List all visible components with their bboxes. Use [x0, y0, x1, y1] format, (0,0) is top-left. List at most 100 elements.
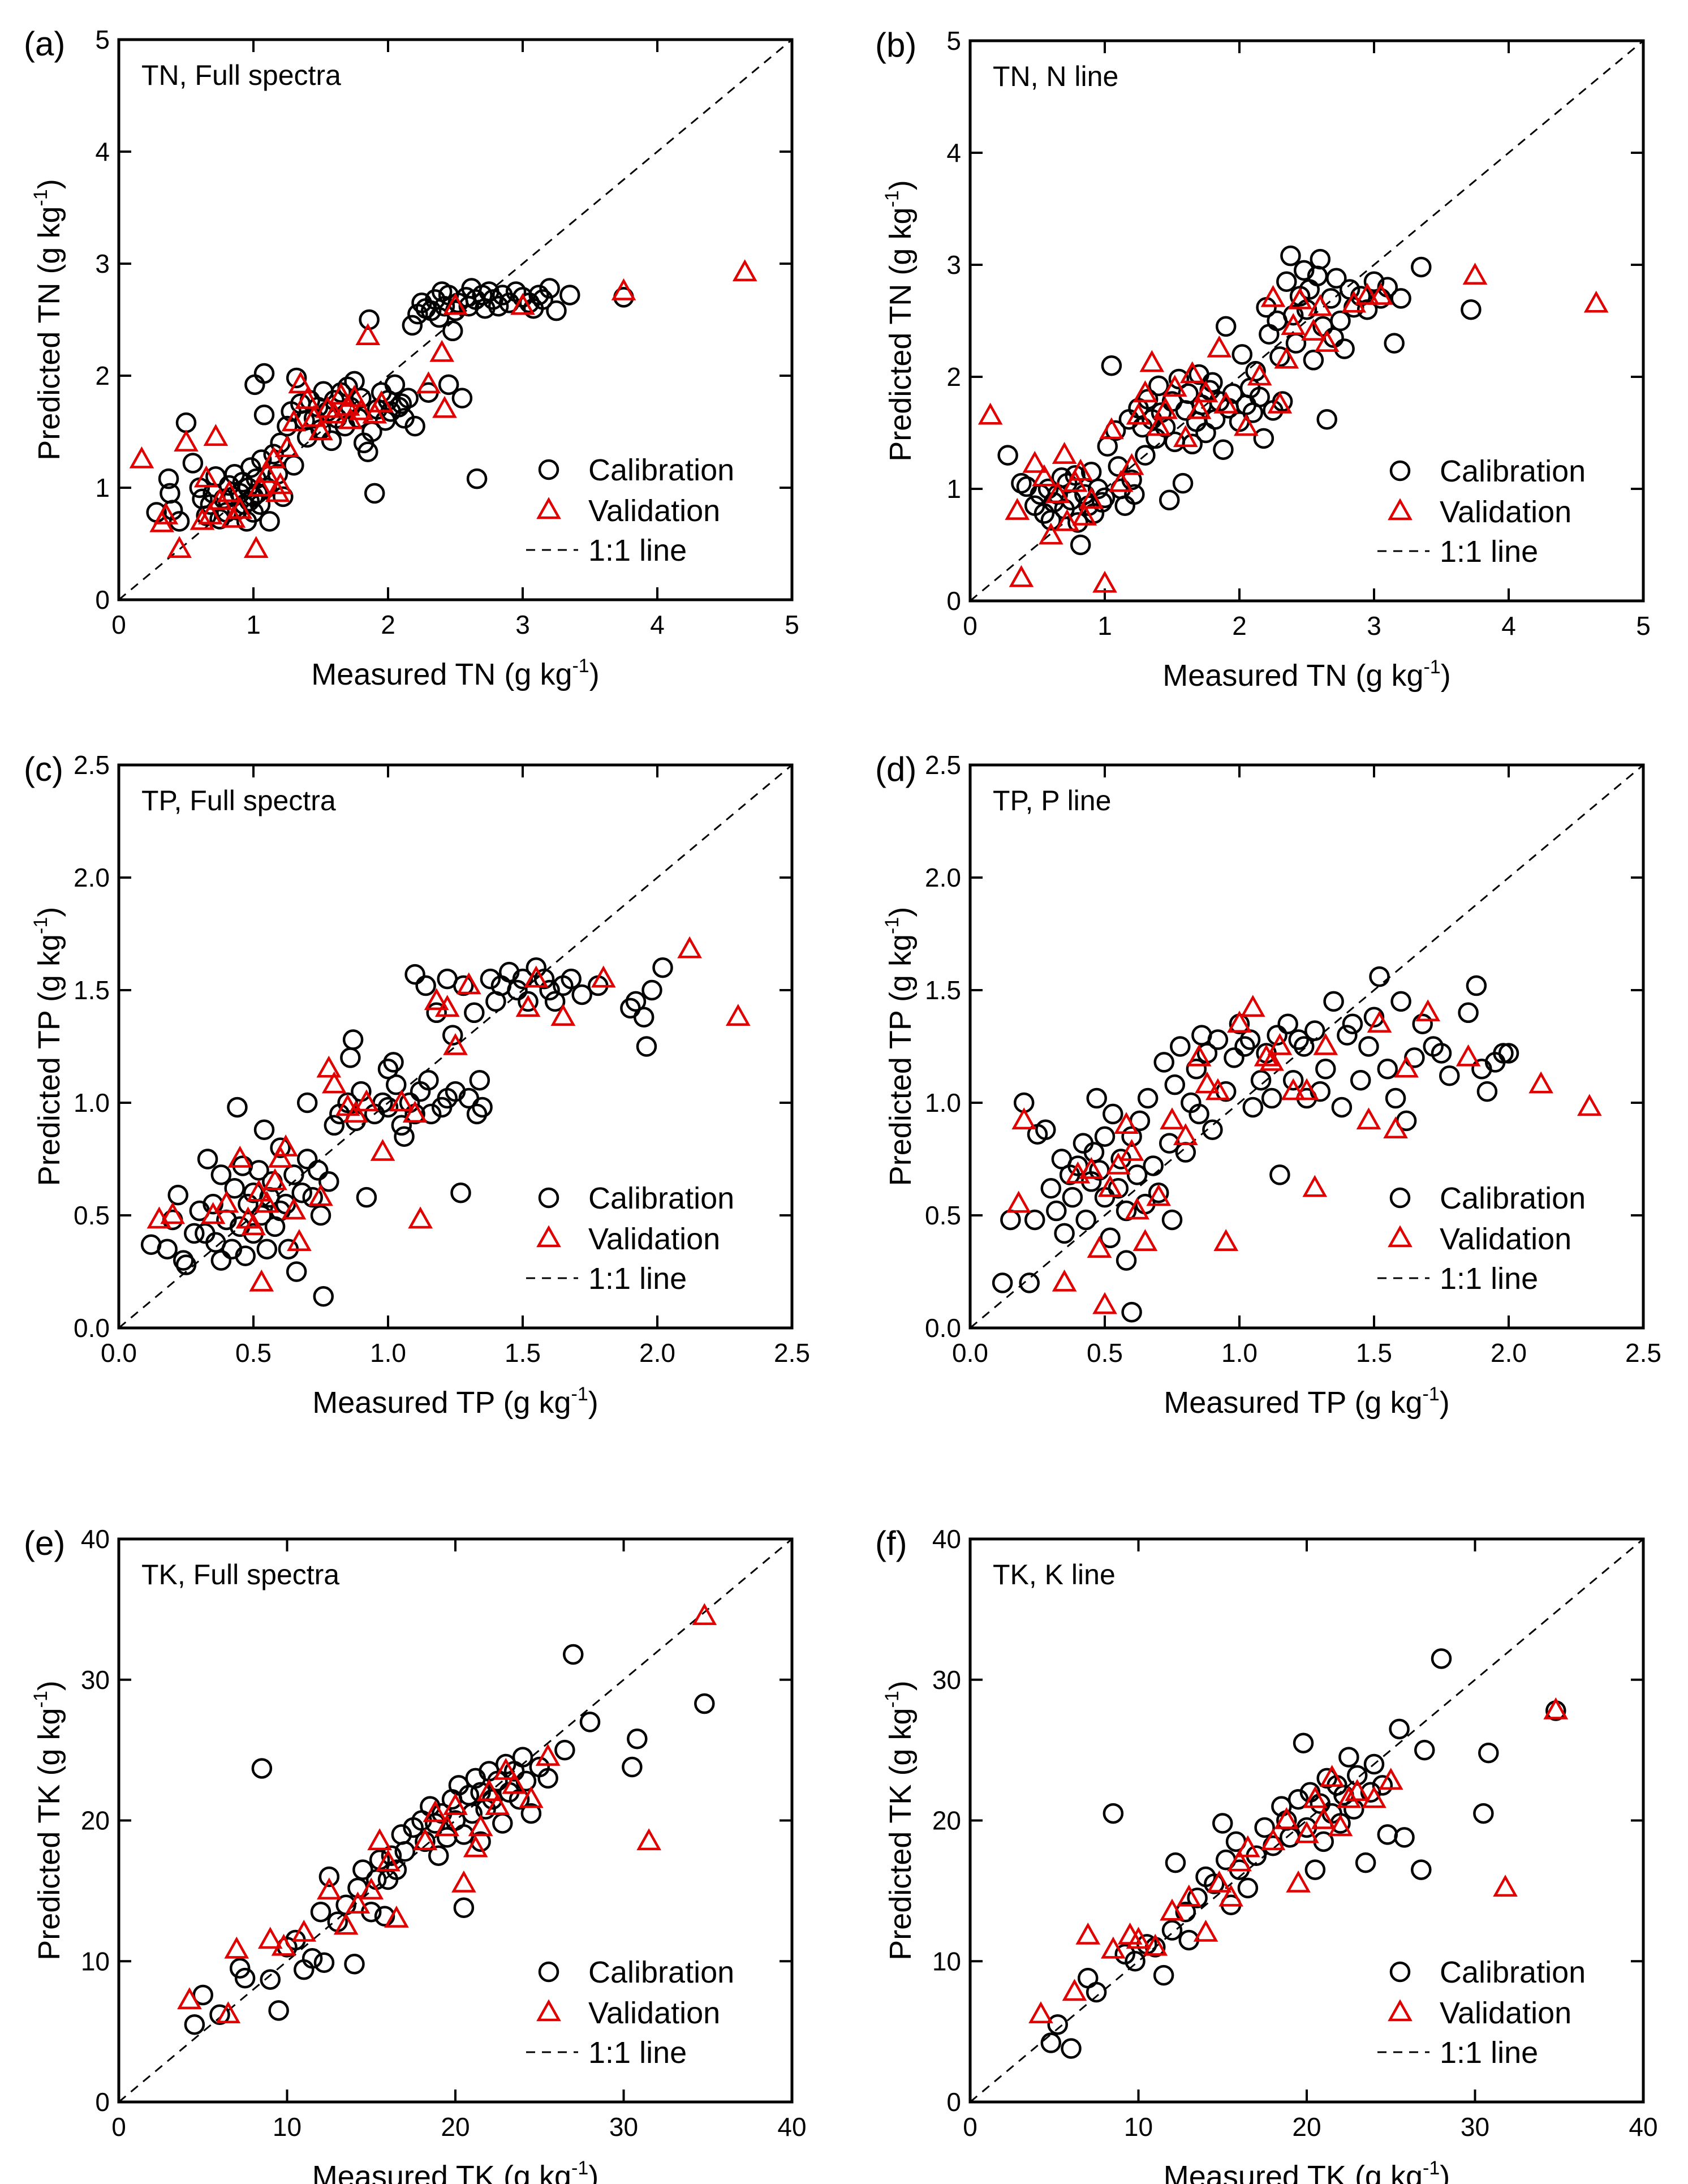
x-tick-label: 0 [111, 610, 126, 639]
calibration-point [1280, 245, 1301, 266]
panel-title: TN, N line [993, 61, 1118, 92]
x-tick-label: 0.5 [235, 1338, 272, 1368]
calibration-point [1035, 1119, 1056, 1141]
x-tick-label: 2.5 [1625, 1338, 1661, 1368]
validation-point [1062, 470, 1088, 492]
calibration-point [453, 1897, 475, 1918]
calibration-point [234, 1967, 256, 1989]
validation-point [321, 1071, 347, 1094]
calibration-point [1411, 1859, 1432, 1880]
calibration-point [1215, 316, 1237, 337]
calibration-point [364, 483, 385, 504]
validation-point [408, 1206, 433, 1229]
validation-point [1072, 503, 1097, 526]
calibration-point [1186, 1059, 1207, 1080]
calibration-point [1024, 1209, 1045, 1231]
calibration-point [310, 1205, 331, 1226]
validation-point [732, 259, 757, 282]
x-tick-label: 2.0 [1491, 1338, 1527, 1368]
validation-point [1146, 414, 1172, 436]
calibration-point [1234, 1036, 1255, 1057]
validation-point [308, 1184, 333, 1206]
validation-point [249, 1269, 274, 1292]
validation-point [1267, 1033, 1293, 1055]
calibration-point [464, 1002, 485, 1024]
validation-point [1162, 375, 1187, 397]
calibration-point [313, 1286, 334, 1307]
validation-point [1328, 1814, 1353, 1837]
validation-point [1126, 402, 1151, 425]
calibration-point [1187, 1888, 1208, 1908]
y-tick-label: 2 [95, 361, 110, 390]
y-tick-label: 3 [946, 250, 961, 280]
validation-point [1378, 1768, 1403, 1790]
validation-point [402, 1100, 428, 1123]
calibration-point [182, 453, 204, 474]
calibration-point [313, 1952, 335, 1973]
calibration-point [1047, 2014, 1068, 2035]
validation-point [429, 339, 455, 362]
legend: Calibration Validation 1:1 line [526, 1181, 734, 1296]
validation-point [1173, 1123, 1198, 1145]
calibration-point [402, 315, 423, 336]
validation-point [519, 1786, 544, 1808]
validation-point [1005, 498, 1030, 520]
validation-point [434, 995, 460, 1017]
y-tick-label: 40 [932, 1524, 961, 1554]
validation-point [1213, 391, 1239, 414]
validation-point [692, 1603, 717, 1626]
validation-point [1160, 1107, 1185, 1130]
validation-point [1132, 380, 1158, 402]
calibration-point [386, 1074, 407, 1095]
calibration-point [515, 1770, 537, 1792]
y-tick-label: 0 [95, 2087, 110, 2117]
y-tick-label: 2 [946, 362, 961, 392]
calibration-point [1315, 1059, 1336, 1080]
legend-validation-label: Validation [588, 1222, 720, 1256]
calibration-point [544, 991, 566, 1012]
calibration-point [244, 374, 265, 395]
calibration-point [203, 1193, 223, 1215]
calibration-point [1357, 299, 1378, 320]
calibration-point [1231, 344, 1253, 365]
validation-point [1287, 287, 1312, 309]
validation-point [328, 382, 354, 405]
legend-validation-label: Validation [588, 1996, 720, 2030]
panel-label: (d) [875, 750, 916, 788]
calibration-point [518, 991, 539, 1012]
calibration-point [1299, 1782, 1321, 1803]
calibration-point [235, 1245, 256, 1266]
calibration-point [1293, 260, 1315, 281]
calibration-point [1137, 1087, 1159, 1109]
calibration-point [1323, 991, 1344, 1012]
validation-point [1294, 1821, 1319, 1843]
calibration-point [470, 1831, 491, 1852]
validation-point [1254, 1044, 1279, 1067]
validation-point [177, 1987, 202, 2010]
calibration-point [1280, 1827, 1301, 1848]
calibration-point [1431, 1648, 1452, 1669]
calibration-point [561, 968, 582, 990]
y-tick-label: 4 [946, 138, 961, 167]
validation-point [1281, 1078, 1306, 1100]
calibration-point [1165, 1852, 1186, 1873]
calibration-point [1100, 1227, 1121, 1249]
calibration-point [377, 1097, 399, 1118]
calibration-point [1369, 966, 1390, 987]
calibration-point [394, 1126, 415, 1147]
validation-point [416, 371, 441, 394]
calibration-point [157, 1239, 178, 1259]
calibration-point [1282, 1069, 1304, 1091]
panel-label: (b) [875, 26, 916, 64]
calibration-point [546, 300, 567, 321]
y-tick-label: 0 [95, 585, 110, 614]
panel-f: 0 10 20 30 40 0 10 20 30 40 (f) TK, K line Measured … [875, 1524, 1658, 2184]
y-tick-label: 5 [946, 26, 961, 55]
calibration-point [1148, 375, 1169, 397]
calibration-point [1316, 409, 1337, 430]
calibration-point [1116, 1250, 1137, 1271]
legend-validation-label: Validation [1440, 1996, 1571, 2030]
calibration-point [450, 1182, 471, 1203]
legend-validation-marker [1388, 1225, 1413, 1248]
